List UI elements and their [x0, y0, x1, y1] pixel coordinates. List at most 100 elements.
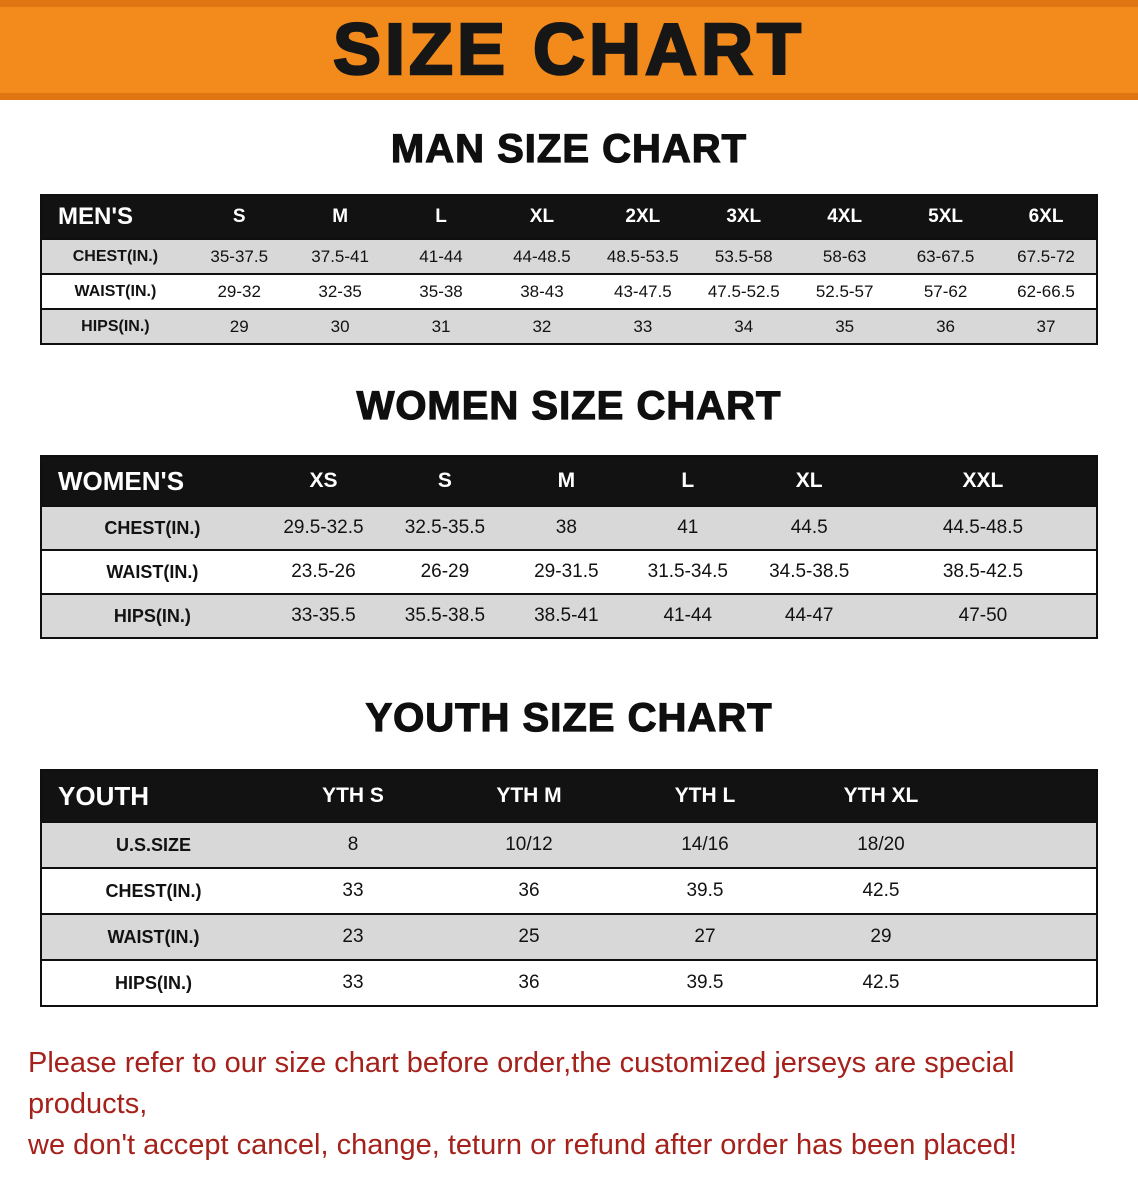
measurement-row: CHEST(IN.) 29.5-32.5 32.5-35.5 38 41 44.5 44.5…	[41, 505, 1097, 550]
size-header-cell: M	[289, 195, 391, 239]
value-cell: 36	[440, 959, 617, 1006]
youth-size-table: YOUTH YTH S YTH M YTH L YTH XL U.S.SIZE 8 10/12…	[40, 769, 1098, 1007]
value-cell: 47-50	[869, 593, 1097, 638]
size-header-cell: XL	[491, 195, 593, 239]
measurement-row: CHEST(IN.) 35-37.5 37.5-41 41-44 44-48.5 48.5…	[41, 238, 1097, 274]
measurement-row: CHEST(IN.) 33 36 39.5 42.5	[41, 867, 1097, 914]
value-cell: 8	[264, 821, 441, 868]
value-cell: 29.5-32.5	[262, 505, 385, 550]
value-cell: 67.5-72	[996, 238, 1097, 274]
value-cell: 32	[491, 308, 593, 344]
row-label-cell: HIPS(IN.)	[41, 959, 265, 1006]
value-cell: 29-32	[188, 273, 290, 309]
size-header-cell: YTH XL	[792, 770, 969, 822]
value-cell: 32-35	[289, 273, 391, 309]
value-cell: 27	[616, 913, 793, 960]
measurement-row: U.S.SIZE 8 10/12 14/16 18/20	[41, 821, 1097, 868]
value-cell: 44-48.5	[491, 238, 593, 274]
value-cell: 23	[264, 913, 441, 960]
notice-line-2: we don't accept cancel, change, teturn o…	[28, 1129, 1017, 1161]
man-size-table: MEN'S S M L XL 2XL 3XL 4XL 5XL 6XL CHEST(IN.) 35-37…	[40, 194, 1098, 345]
row-label-cell: U.S.SIZE	[41, 821, 265, 868]
value-cell: 32.5-35.5	[384, 505, 506, 550]
value-cell: 58-63	[794, 238, 896, 274]
size-header-cell: YTH L	[616, 770, 793, 822]
value-cell: 31.5-34.5	[627, 549, 749, 594]
value-cell: 44.5-48.5	[869, 505, 1097, 550]
size-header-cell: XXL	[869, 456, 1097, 506]
value-cell: 26-29	[384, 549, 506, 594]
value-cell: 18/20	[792, 821, 969, 868]
value-cell: 33	[592, 308, 694, 344]
value-cell: 35	[794, 308, 896, 344]
spacer-cell	[968, 770, 1097, 822]
measurement-row: WAIST(IN.) 29-32 32-35 35-38 38-43 43-47.5 47.…	[41, 273, 1097, 309]
size-header-cell: YTH S	[264, 770, 441, 822]
value-cell: 43-47.5	[592, 273, 694, 309]
value-cell: 38-43	[491, 273, 593, 309]
value-cell: 47.5-52.5	[693, 273, 795, 309]
value-cell: 41-44	[390, 238, 492, 274]
size-header-cell: 5XL	[895, 195, 997, 239]
value-cell: 10/12	[440, 821, 617, 868]
value-cell: 23.5-26	[262, 549, 385, 594]
women-size-section: WOMEN SIZE CHART WOMEN'S XS S M L XL XXL CHEST(…	[0, 383, 1138, 639]
measurement-row: WAIST(IN.) 23 25 27 29	[41, 913, 1097, 960]
table-header-row: YOUTH YTH S YTH M YTH L YTH XL	[41, 770, 1097, 822]
value-cell: 37.5-41	[289, 238, 391, 274]
value-cell: 42.5	[792, 959, 969, 1006]
size-header-cell: 3XL	[693, 195, 795, 239]
measurement-row: HIPS(IN.) 33 36 39.5 42.5	[41, 959, 1097, 1006]
size-header-cell: L	[390, 195, 492, 239]
value-cell: 41-44	[627, 593, 749, 638]
table-name-cell: MEN'S	[41, 195, 189, 239]
measurement-row: HIPS(IN.) 29 30 31 32 33 34 35 36 37	[41, 308, 1097, 344]
women-size-table: WOMEN'S XS S M L XL XXL CHEST(IN.) 29.5-32.5 32.5…	[40, 455, 1098, 639]
value-cell: 36	[895, 308, 997, 344]
value-cell: 25	[440, 913, 617, 960]
value-cell: 63-67.5	[895, 238, 997, 274]
row-label-cell: CHEST(IN.)	[41, 505, 263, 550]
size-header-cell: S	[188, 195, 290, 239]
size-header-cell: XL	[748, 456, 870, 506]
value-cell: 41	[627, 505, 749, 550]
value-cell: 14/16	[616, 821, 793, 868]
footer-notice: Please refer to our size chart before or…	[0, 1043, 1138, 1186]
notice-line-1: Please refer to our size chart before or…	[28, 1047, 1015, 1120]
value-cell: 37	[996, 308, 1097, 344]
measurement-row: HIPS(IN.) 33-35.5 35.5-38.5 38.5-41 41-44 44-…	[41, 593, 1097, 638]
row-label-cell: WAIST(IN.)	[41, 273, 189, 309]
women-chart-heading: WOMEN SIZE CHART	[356, 383, 782, 428]
size-header-cell: XS	[262, 456, 385, 506]
youth-chart-heading: YOUTH SIZE CHART	[365, 695, 773, 740]
value-cell: 38	[505, 505, 628, 550]
value-cell: 29	[188, 308, 290, 344]
value-cell: 44.5	[748, 505, 870, 550]
row-label-cell: HIPS(IN.)	[41, 308, 189, 344]
value-cell: 42.5	[792, 867, 969, 914]
measurement-row: WAIST(IN.) 23.5-26 26-29 29-31.5 31.5-34.5 34…	[41, 549, 1097, 594]
size-header-cell: L	[627, 456, 749, 506]
value-cell: 57-62	[895, 273, 997, 309]
value-cell: 30	[289, 308, 391, 344]
value-cell: 33	[264, 959, 441, 1006]
spacer-cell	[968, 867, 1097, 914]
value-cell: 33-35.5	[262, 593, 385, 638]
value-cell: 34	[693, 308, 795, 344]
spacer-cell	[968, 821, 1097, 868]
value-cell: 35-37.5	[188, 238, 290, 274]
value-cell: 35.5-38.5	[384, 593, 506, 638]
table-name-cell: WOMEN'S	[41, 456, 263, 506]
table-name-cell: YOUTH	[41, 770, 265, 822]
value-cell: 29-31.5	[505, 549, 628, 594]
value-cell: 33	[264, 867, 441, 914]
value-cell: 31	[390, 308, 492, 344]
size-header-cell: 6XL	[996, 195, 1097, 239]
value-cell: 44-47	[748, 593, 870, 638]
row-label-cell: HIPS(IN.)	[41, 593, 263, 638]
spacer-cell	[968, 959, 1097, 1006]
value-cell: 52.5-57	[794, 273, 896, 309]
table-header-row: WOMEN'S XS S M L XL XXL	[41, 456, 1097, 506]
value-cell: 38.5-42.5	[869, 549, 1097, 594]
